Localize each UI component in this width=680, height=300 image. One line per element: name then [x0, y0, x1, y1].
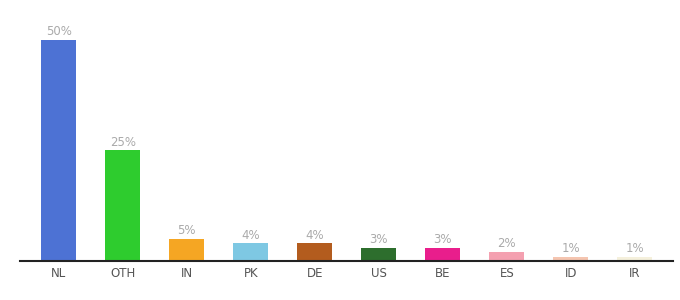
Bar — [169, 239, 205, 261]
Text: 2%: 2% — [498, 237, 516, 250]
Bar — [361, 248, 396, 261]
Bar — [297, 243, 333, 261]
Text: 4%: 4% — [241, 229, 260, 242]
Text: 4%: 4% — [305, 229, 324, 242]
Text: 50%: 50% — [46, 25, 71, 38]
Bar — [105, 151, 140, 261]
Text: 1%: 1% — [562, 242, 580, 255]
Text: 3%: 3% — [369, 233, 388, 246]
Text: 25%: 25% — [109, 136, 136, 149]
Bar — [554, 256, 588, 261]
Bar — [425, 248, 460, 261]
Text: 5%: 5% — [177, 224, 196, 237]
Bar — [41, 40, 76, 261]
Text: 3%: 3% — [434, 233, 452, 246]
Bar — [233, 243, 269, 261]
Bar — [617, 256, 652, 261]
Bar — [489, 252, 524, 261]
Text: 1%: 1% — [626, 242, 644, 255]
